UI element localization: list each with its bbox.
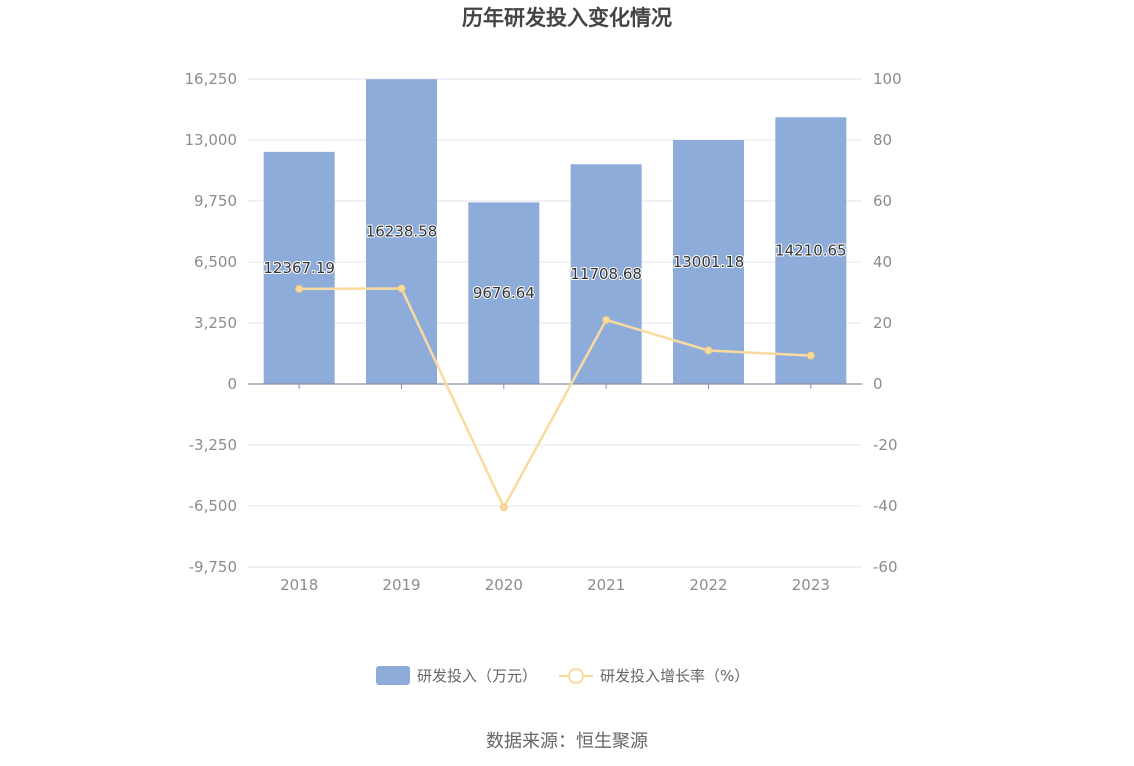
- legend-line-marker: [568, 668, 584, 684]
- bar-value-label: 13001.18: [673, 253, 745, 271]
- x-tick-label: 2023: [792, 576, 830, 594]
- right-tick-label: -60: [873, 558, 898, 576]
- legend-line-label: 研发投入增长率（%）: [600, 667, 749, 685]
- legend-item-bar[interactable]: 研发投入（万元）: [376, 666, 537, 685]
- right-tick-label: -20: [873, 436, 898, 454]
- left-tick-label: 0: [227, 375, 237, 393]
- line-point: [602, 315, 611, 324]
- right-tick-label: 100: [873, 70, 902, 88]
- right-tick-label: 0: [873, 375, 883, 393]
- line-point: [806, 351, 815, 360]
- x-axis-labels: 2018 2019 2020 2021 2022 2023: [280, 576, 830, 594]
- x-tick-label: 2019: [382, 576, 420, 594]
- bar: [468, 202, 540, 384]
- x-tick-label: 2022: [689, 576, 727, 594]
- x-tick-label: 2018: [280, 576, 318, 594]
- left-y-axis: 16,250 13,000 9,750 6,500 3,250 0 -3,250 -6,500…: [185, 70, 238, 576]
- chart-title: 历年研发投入变化情况: [462, 6, 672, 30]
- left-tick-label: -6,500: [189, 497, 237, 515]
- x-tick-label: 2020: [485, 576, 523, 594]
- line-point: [295, 284, 304, 293]
- left-tick-label: 13,000: [185, 131, 238, 149]
- bar-value-label: 16238.58: [366, 223, 438, 241]
- x-tick-label: 2021: [587, 576, 625, 594]
- right-tick-label: 20: [873, 314, 892, 332]
- legend-bar-swatch: [376, 666, 410, 685]
- right-tick-label: 80: [873, 131, 892, 149]
- line-point: [704, 346, 713, 355]
- bar-value-label: 11708.68: [570, 265, 642, 283]
- line-series: [295, 284, 815, 512]
- x-axis: [248, 383, 862, 389]
- bar-series: [263, 79, 847, 384]
- source-text: 数据来源：恒生聚源: [486, 731, 648, 752]
- bar-value-label: 9676.64: [473, 284, 535, 302]
- legend-bar-label: 研发投入（万元）: [417, 667, 537, 685]
- right-y-axis: 100 80 60 40 20 0 -20 -40 -60: [873, 70, 902, 576]
- legend[interactable]: 研发投入（万元） 研发投入增长率（%）: [376, 666, 749, 685]
- legend-item-line[interactable]: 研发投入增长率（%）: [559, 667, 749, 685]
- line-point: [499, 503, 508, 512]
- right-tick-label: -40: [873, 497, 898, 515]
- bar: [263, 151, 335, 384]
- growth-line: [299, 287, 811, 510]
- left-tick-label: -9,750: [189, 558, 237, 576]
- left-tick-label: 6,500: [194, 253, 237, 271]
- line-point: [397, 284, 406, 293]
- bar: [775, 117, 847, 384]
- bar-value-label: 14210.65: [775, 242, 847, 260]
- bar: [570, 164, 642, 384]
- left-tick-label: 9,750: [194, 192, 237, 210]
- right-tick-label: 40: [873, 253, 892, 271]
- bar: [366, 79, 437, 384]
- left-tick-label: -3,250: [189, 436, 237, 454]
- bar-data-labels: 12367.19 16238.58 9676.64 11708.68 13001.18 1…: [262, 222, 847, 304]
- grid-lines: [248, 78, 862, 568]
- left-tick-label: 16,250: [185, 70, 238, 88]
- bar-value-label: 12367.19: [263, 259, 335, 277]
- left-tick-label: 3,250: [194, 314, 237, 332]
- right-tick-label: 60: [873, 192, 892, 210]
